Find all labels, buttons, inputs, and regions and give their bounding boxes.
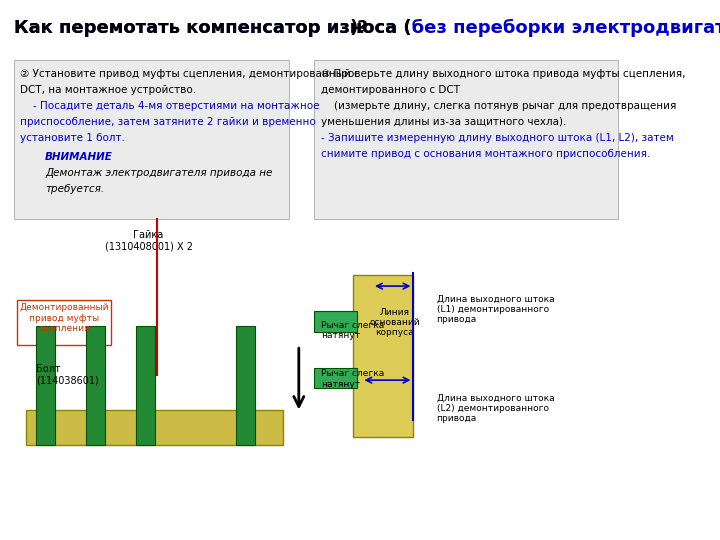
- Text: Линия
оснований
корпуса: Линия оснований корпуса: [369, 308, 420, 338]
- Text: ③ Проверьте длину выходного штока привода муфты сцепления,: ③ Проверьте длину выходного штока привод…: [320, 69, 685, 78]
- Bar: [27, 410, 283, 444]
- Text: Как перемотать компенсатор износа (: Как перемотать компенсатор износа (: [14, 19, 412, 37]
- Text: Как перемотать компенсатор износа (без переборки электродвигателя привода)?: Как перемотать компенсатор износа (без п…: [14, 19, 720, 37]
- Text: ВНИМАНИЕ: ВНИМАНИЕ: [45, 152, 113, 162]
- Text: установите 1 болт.: установите 1 болт.: [20, 133, 125, 143]
- FancyBboxPatch shape: [14, 60, 289, 219]
- FancyBboxPatch shape: [17, 300, 111, 345]
- Text: )?: )?: [350, 19, 369, 37]
- FancyBboxPatch shape: [315, 60, 618, 219]
- Text: Болт
(114038601): Болт (114038601): [36, 364, 99, 386]
- Bar: [86, 326, 104, 444]
- Text: Демонтаж электродвигателя привода не: Демонтаж электродвигателя привода не: [45, 168, 273, 178]
- Text: уменьшения длины из-за защитного чехла).: уменьшения длины из-за защитного чехла).: [320, 117, 566, 127]
- Text: - Посадите деталь 4-мя отверстиями на монтажное: - Посадите деталь 4-мя отверстиями на мо…: [20, 101, 320, 111]
- Bar: [315, 312, 357, 332]
- Text: требуется.: требуется.: [45, 184, 104, 194]
- Bar: [315, 368, 357, 388]
- Text: снимите привод с основания монтажного приспособления.: снимите привод с основания монтажного пр…: [320, 149, 650, 159]
- Text: Демонтированный
привод муфты
сцепления: Демонтированный привод муфты сцепления: [19, 303, 109, 333]
- Bar: [354, 275, 413, 436]
- Bar: [236, 326, 255, 444]
- Text: демонтированного с DCT: демонтированного с DCT: [320, 85, 460, 94]
- Text: Гайка
(1310408001) X 2: Гайка (1310408001) X 2: [104, 230, 192, 251]
- Text: (измерьте длину, слегка потянув рычаг для предотвращения: (измерьте длину, слегка потянув рычаг дл…: [320, 101, 676, 111]
- Text: приспособление, затем затяните 2 гайки и временно: приспособление, затем затяните 2 гайки и…: [20, 117, 316, 127]
- Text: ② Установите привод муфты сцепления, демонтированный с: ② Установите привод муфты сцепления, дем…: [20, 69, 360, 78]
- Text: - Запишите измеренную длину выходного штока (L1, L2), затем: - Запишите измеренную длину выходного шт…: [320, 133, 673, 143]
- Text: Рычаг слегка
натянут: Рычаг слегка натянут: [320, 369, 384, 389]
- Bar: [36, 326, 55, 444]
- Text: DCT, на монтажное устройство.: DCT, на монтажное устройство.: [20, 85, 197, 94]
- Text: Длина выходного штока
(L2) демонтированного
привода: Длина выходного штока (L2) демонтированн…: [436, 394, 554, 423]
- Text: Длина выходного штока
(L1) демонтированного
привода: Длина выходного штока (L1) демонтированн…: [436, 294, 554, 324]
- Text: Рычаг слегка
натянут: Рычаг слегка натянут: [320, 321, 384, 340]
- Bar: [136, 326, 155, 444]
